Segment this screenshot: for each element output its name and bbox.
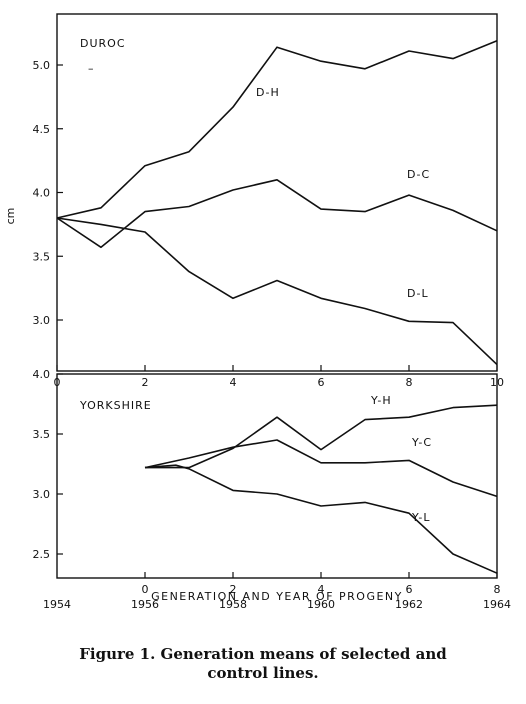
duroc-y-tick-label: 4.0 [33, 187, 51, 200]
duroc-y-tick-label: 5.0 [33, 59, 51, 72]
yorkshire-x-tick-label: 0 [142, 583, 149, 596]
yorkshire-y-ticks: 2.5 3.0 3.5 4.0 [33, 368, 63, 561]
yorkshire-x-tick-label: 8 [494, 583, 501, 596]
series-line-d-l [56, 217, 498, 366]
series-label-y-h: Y-H [370, 394, 392, 407]
duroc-y-tick-label: 3.5 [33, 250, 51, 263]
yorkshire-year-tick-label: 1964 [483, 598, 511, 611]
yorkshire-x-tick-label: 6 [406, 583, 413, 596]
series-label-y-l: Y-L [411, 511, 431, 524]
duroc-x-tick-label: 6 [318, 376, 325, 389]
series-label-d-c: D-C [407, 168, 430, 181]
duroc-panel-title: DUROC [80, 37, 126, 50]
duroc-y-axis-label: cm [4, 208, 17, 225]
caption-line-1: Figure 1. Generation means of selected a… [79, 645, 447, 663]
yorkshire-year-tick-label: 1962 [395, 598, 423, 611]
figure-caption: Figure 1. Generation means of selected a… [0, 645, 526, 683]
yorkshire-panel: YORKSHIRE 2.5 3.0 3.5 4.0 0 2 4 6 8 1954 1956 1958… [33, 368, 512, 611]
duroc-y-tick-label: 4.5 [33, 123, 51, 136]
series-line-y-c [144, 439, 498, 498]
duroc-y-tick-label: 3.0 [33, 314, 51, 327]
duroc-x-tick-label: 8 [406, 376, 413, 389]
yorkshire-y-tick-label: 4.0 [33, 368, 51, 381]
yorkshire-x-ticks: 0 2 4 6 8 1954 1956 1958 1960 1962 1964 [43, 572, 511, 611]
duroc-series-lines [56, 40, 498, 366]
duroc-plot-frame [56, 13, 498, 372]
series-line-y-h [145, 404, 498, 469]
duroc-marker: – [88, 62, 95, 75]
duroc-panel: DUROC – cm 3.03.54.04.55.0 0 2 4 6 8 10 D-H D… [4, 13, 504, 389]
yorkshire-x-tick-label: 4 [318, 583, 325, 596]
duroc-x-tick-label: 2 [142, 376, 149, 389]
series-line-d-h [56, 40, 498, 219]
yorkshire-plot-frame [56, 373, 498, 579]
series-label-y-c: Y-C [411, 436, 432, 449]
duroc-y-ticks: 3.0 3.5 4.0 4.5 5.0 [33, 59, 63, 327]
yorkshire-series-lines [144, 404, 498, 574]
duroc-x-ticks: 0 2 4 6 8 10 [54, 365, 504, 389]
yorkshire-year-tick-label: 1954 [43, 598, 71, 611]
series-label-d-l: D-L [407, 287, 429, 300]
yorkshire-y-tick-label: 2.5 [33, 548, 51, 561]
yorkshire-x-tick-label: 2 [230, 583, 237, 596]
x-axis-label: GENERATION AND YEAR OF PROGENY [151, 590, 403, 603]
yorkshire-panel-title: YORKSHIRE [79, 399, 152, 412]
yorkshire-y-tick-label: 3.5 [33, 428, 51, 441]
series-label-d-h: D-H [256, 86, 280, 99]
duroc-x-tick-label: 4 [230, 376, 237, 389]
series-line-y-l [144, 464, 498, 574]
chart-figure: DUROC – cm 3.03.54.04.55.0 0 2 4 6 8 10 D-H D… [4, 13, 512, 611]
yorkshire-year-tick-label: 1956 [131, 598, 159, 611]
series-line-d-c [56, 179, 498, 249]
yorkshire-year-tick-label: 1960 [307, 598, 335, 611]
yorkshire-year-tick-label: 1958 [219, 598, 247, 611]
caption-line-2: control lines. [207, 664, 319, 682]
yorkshire-y-tick-label: 3.0 [33, 488, 51, 501]
